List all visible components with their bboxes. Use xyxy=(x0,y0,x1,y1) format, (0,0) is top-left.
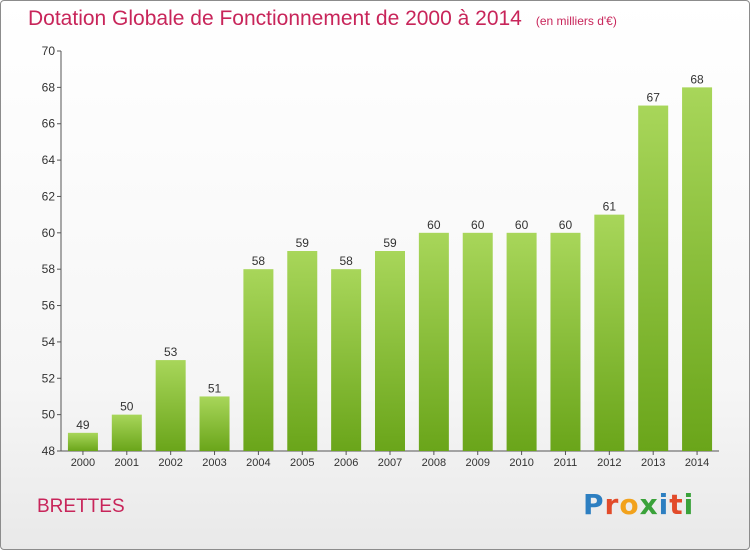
logo-letter: o xyxy=(619,488,640,521)
y-tick-labels: 48 50 52 54 56 58 60 62 64 66 68 70 xyxy=(42,44,56,458)
x-tick-label: 2010 xyxy=(509,457,533,469)
commune-name: BRETTES xyxy=(37,496,125,517)
x-tick-label: 2003 xyxy=(202,457,226,469)
data-label: 60 xyxy=(427,218,441,232)
data-label: 59 xyxy=(383,236,397,250)
bar xyxy=(287,251,318,451)
bar xyxy=(550,232,581,451)
logo-letter: t xyxy=(669,488,684,521)
data-label: 60 xyxy=(515,218,529,232)
data-labels: 49 50 53 51 58 59 58 59 60 60 60 60 61 67 68 xyxy=(76,72,704,431)
bars xyxy=(67,87,713,451)
bar xyxy=(155,360,186,451)
data-label: 58 xyxy=(339,254,353,268)
logo-letter: r xyxy=(604,488,620,521)
y-tick-label: 70 xyxy=(42,44,56,58)
x-tick-label: 2009 xyxy=(465,457,489,469)
y-tick-label: 50 xyxy=(42,408,56,422)
y-tick-label: 60 xyxy=(42,226,56,240)
logo-letter: P xyxy=(583,488,605,521)
data-label: 60 xyxy=(471,218,485,232)
data-label: 68 xyxy=(690,72,704,86)
y-tick-label: 48 xyxy=(42,444,56,458)
data-label: 67 xyxy=(647,91,661,105)
data-label: 60 xyxy=(559,218,573,232)
y-tick-label: 54 xyxy=(42,335,56,349)
data-label: 51 xyxy=(208,381,222,395)
y-tick-label: 68 xyxy=(42,80,56,94)
x-tick-label: 2011 xyxy=(554,457,578,469)
x-tick-label: 2001 xyxy=(115,457,139,469)
bar xyxy=(506,232,537,451)
x-tick-labels: 2000 2001 2002 2003 2004 2005 2006 2007 2008 2009… xyxy=(71,457,710,469)
chart-subtitle: (en milliers d'€) xyxy=(535,14,617,28)
bar xyxy=(418,232,449,451)
bar xyxy=(331,269,362,451)
bar xyxy=(594,214,625,451)
x-tick-label: 2006 xyxy=(334,457,358,469)
bar xyxy=(375,251,405,451)
logo-letter: i xyxy=(658,488,670,521)
x-tick-label: 2007 xyxy=(378,457,402,469)
data-label: 58 xyxy=(252,254,266,268)
x-tick-label: 2008 xyxy=(422,457,446,469)
title-text: Dotation Globale de Fonctionnement de 20… xyxy=(28,7,522,30)
data-label: 53 xyxy=(164,345,178,359)
bar xyxy=(638,105,669,451)
bar xyxy=(67,432,98,451)
proxiti-logo[interactable]: Proxiti xyxy=(583,488,694,521)
bar xyxy=(682,87,713,451)
x-tick-label: 2013 xyxy=(641,457,665,469)
x-tick-label: 2000 xyxy=(71,457,95,469)
data-label: 50 xyxy=(120,400,134,414)
data-label: 59 xyxy=(296,236,310,250)
y-tick-label: 58 xyxy=(42,262,56,276)
y-tick-label: 62 xyxy=(42,189,56,203)
x-tick-label: 2002 xyxy=(158,457,182,469)
x-tick-label: 2012 xyxy=(597,457,621,469)
chart-title: Dotation Globale de Fonctionnement de 20… xyxy=(28,7,617,31)
data-label: 61 xyxy=(603,200,617,214)
y-tick-label: 64 xyxy=(42,153,56,167)
logo-letter: x xyxy=(639,488,659,521)
bar xyxy=(462,232,493,451)
bar xyxy=(111,414,142,451)
x-tick-label: 2014 xyxy=(685,457,709,469)
data-label: 49 xyxy=(76,418,90,432)
x-tick-label: 2005 xyxy=(290,457,314,469)
logo-letter: i xyxy=(683,488,695,521)
bar xyxy=(243,269,274,451)
y-tick-label: 66 xyxy=(42,117,56,131)
y-tick-label: 52 xyxy=(42,371,56,385)
bar xyxy=(199,396,230,451)
y-tick-label: 56 xyxy=(42,299,56,313)
x-tick-label: 2004 xyxy=(246,457,270,469)
